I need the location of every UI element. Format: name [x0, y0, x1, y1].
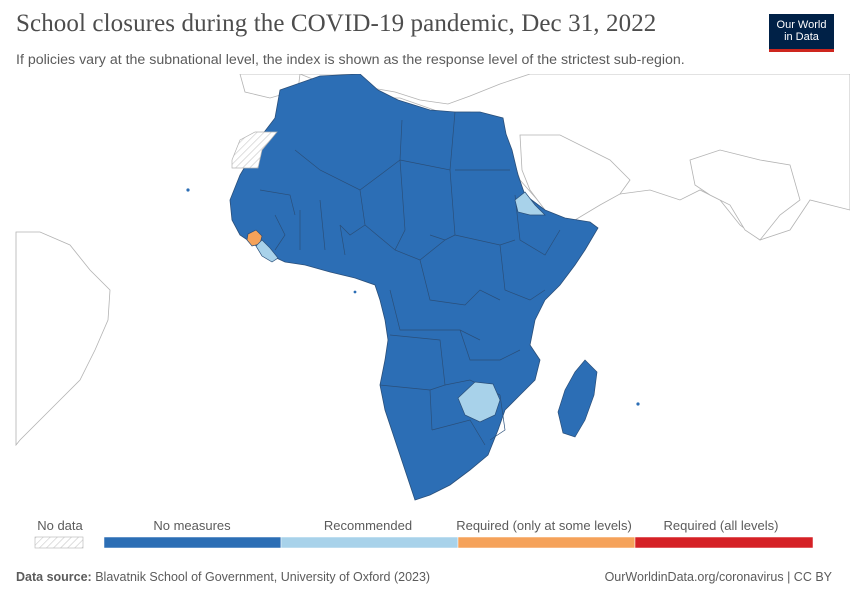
arabia-outline: [519, 134, 631, 226]
africa-map[interactable]: No data No measures Recommended Required…: [0, 74, 850, 570]
legend-bin-label-0: No measures: [153, 518, 231, 533]
legend-bin-label-1: Recommended: [324, 518, 412, 533]
data-source-label: Data source:: [16, 570, 92, 584]
legend-bin-swatch-0: [103, 536, 282, 549]
logo-line-2: in Data: [784, 31, 819, 43]
legend-bin-swatch-2: [457, 536, 636, 549]
sao-tome[interactable]: [353, 290, 357, 294]
india-outline: [689, 149, 801, 241]
africa-countries[interactable]: [186, 74, 640, 501]
logo-line-1: Our World: [776, 19, 827, 31]
background-land: [15, 74, 850, 447]
eritrea: [514, 191, 546, 216]
western-sahara: [231, 131, 278, 169]
legend-no-data-swatch: [34, 536, 84, 549]
legend: No data No measures Recommended Required…: [34, 518, 814, 549]
legend-bin-swatch-3: [634, 536, 814, 549]
legend-bin-label-3: Required (all levels): [664, 518, 779, 533]
comoros[interactable]: [636, 402, 640, 406]
legend-bin-label-2: Required (only at some levels): [456, 518, 632, 533]
owid-coronavirus-link[interactable]: OurWorldinData.org/coronavirus: [604, 570, 784, 584]
cape-verde-islands[interactable]: [186, 188, 190, 192]
liberia: [255, 239, 279, 263]
data-source-text: Blavatnik School of Government, Universi…: [95, 570, 431, 584]
legend-bin-swatch-1: [280, 536, 459, 549]
chart-subtitle: If policies vary at the subnational leve…: [16, 52, 685, 68]
south-america-outline: [15, 231, 111, 447]
owid-logo[interactable]: Our World in Data: [769, 14, 834, 52]
zimbabwe: [457, 381, 501, 423]
country-borders: [259, 111, 561, 446]
chart-title: School closures during the COVID-19 pand…: [16, 10, 657, 37]
legend-no-data-label: No data: [37, 518, 83, 533]
license-text: | CC BY: [787, 570, 832, 584]
madagascar: [557, 359, 598, 438]
data-source: Data source: Blavatnik School of Governm…: [16, 570, 430, 584]
footer-link-area: OurWorldinData.org/coronavirus | CC BY: [605, 570, 832, 584]
